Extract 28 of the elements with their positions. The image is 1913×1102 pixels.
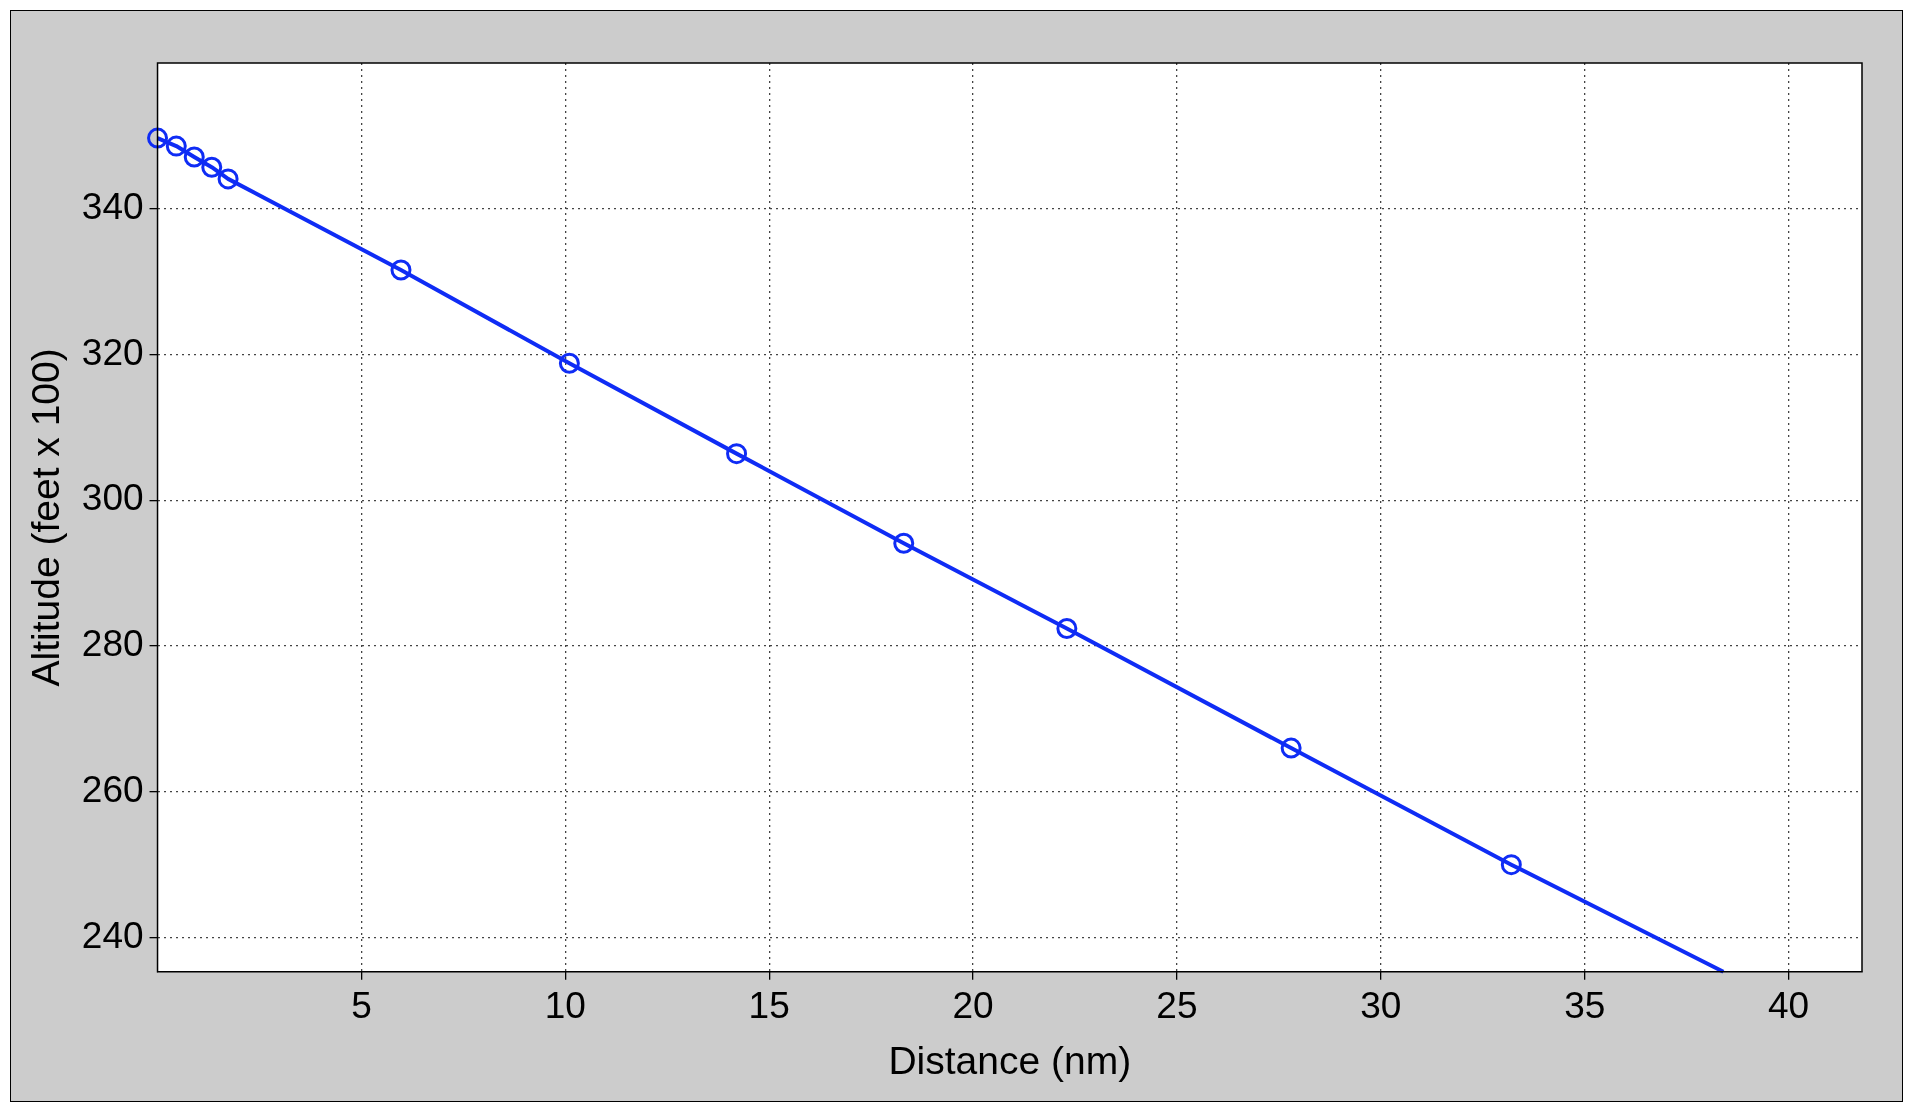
y-tick-label: 280: [81, 623, 144, 665]
point: [390, 259, 412, 281]
x-tick-label: 35: [1564, 985, 1606, 1027]
point: [1500, 854, 1522, 876]
point: [183, 146, 205, 168]
y-tick-label: 340: [81, 185, 144, 227]
point: [1056, 618, 1078, 640]
y-tick-label: 300: [81, 477, 144, 519]
point: [1280, 737, 1302, 759]
y-tick-label: 260: [81, 768, 144, 810]
point: [165, 135, 187, 157]
x-tick-label: 30: [1360, 985, 1402, 1027]
y-tick-label: 240: [81, 914, 144, 956]
x-tick-label: 20: [952, 985, 994, 1027]
point: [893, 532, 915, 554]
x-tick-label: 5: [351, 985, 372, 1027]
y-axis-title: Altitude (feet x 100): [24, 348, 68, 687]
point: [558, 352, 580, 374]
x-axis-title: Distance (nm): [888, 1039, 1132, 1083]
x-tick-label: 40: [1768, 985, 1810, 1027]
point: [201, 156, 223, 178]
y-tick-label: 320: [81, 331, 144, 373]
point: [147, 127, 169, 149]
x-tick-label: 10: [544, 985, 586, 1027]
x-tick-label: 15: [748, 985, 790, 1027]
x-tick-label: 25: [1156, 985, 1198, 1027]
point: [726, 443, 748, 465]
point: [217, 168, 239, 190]
